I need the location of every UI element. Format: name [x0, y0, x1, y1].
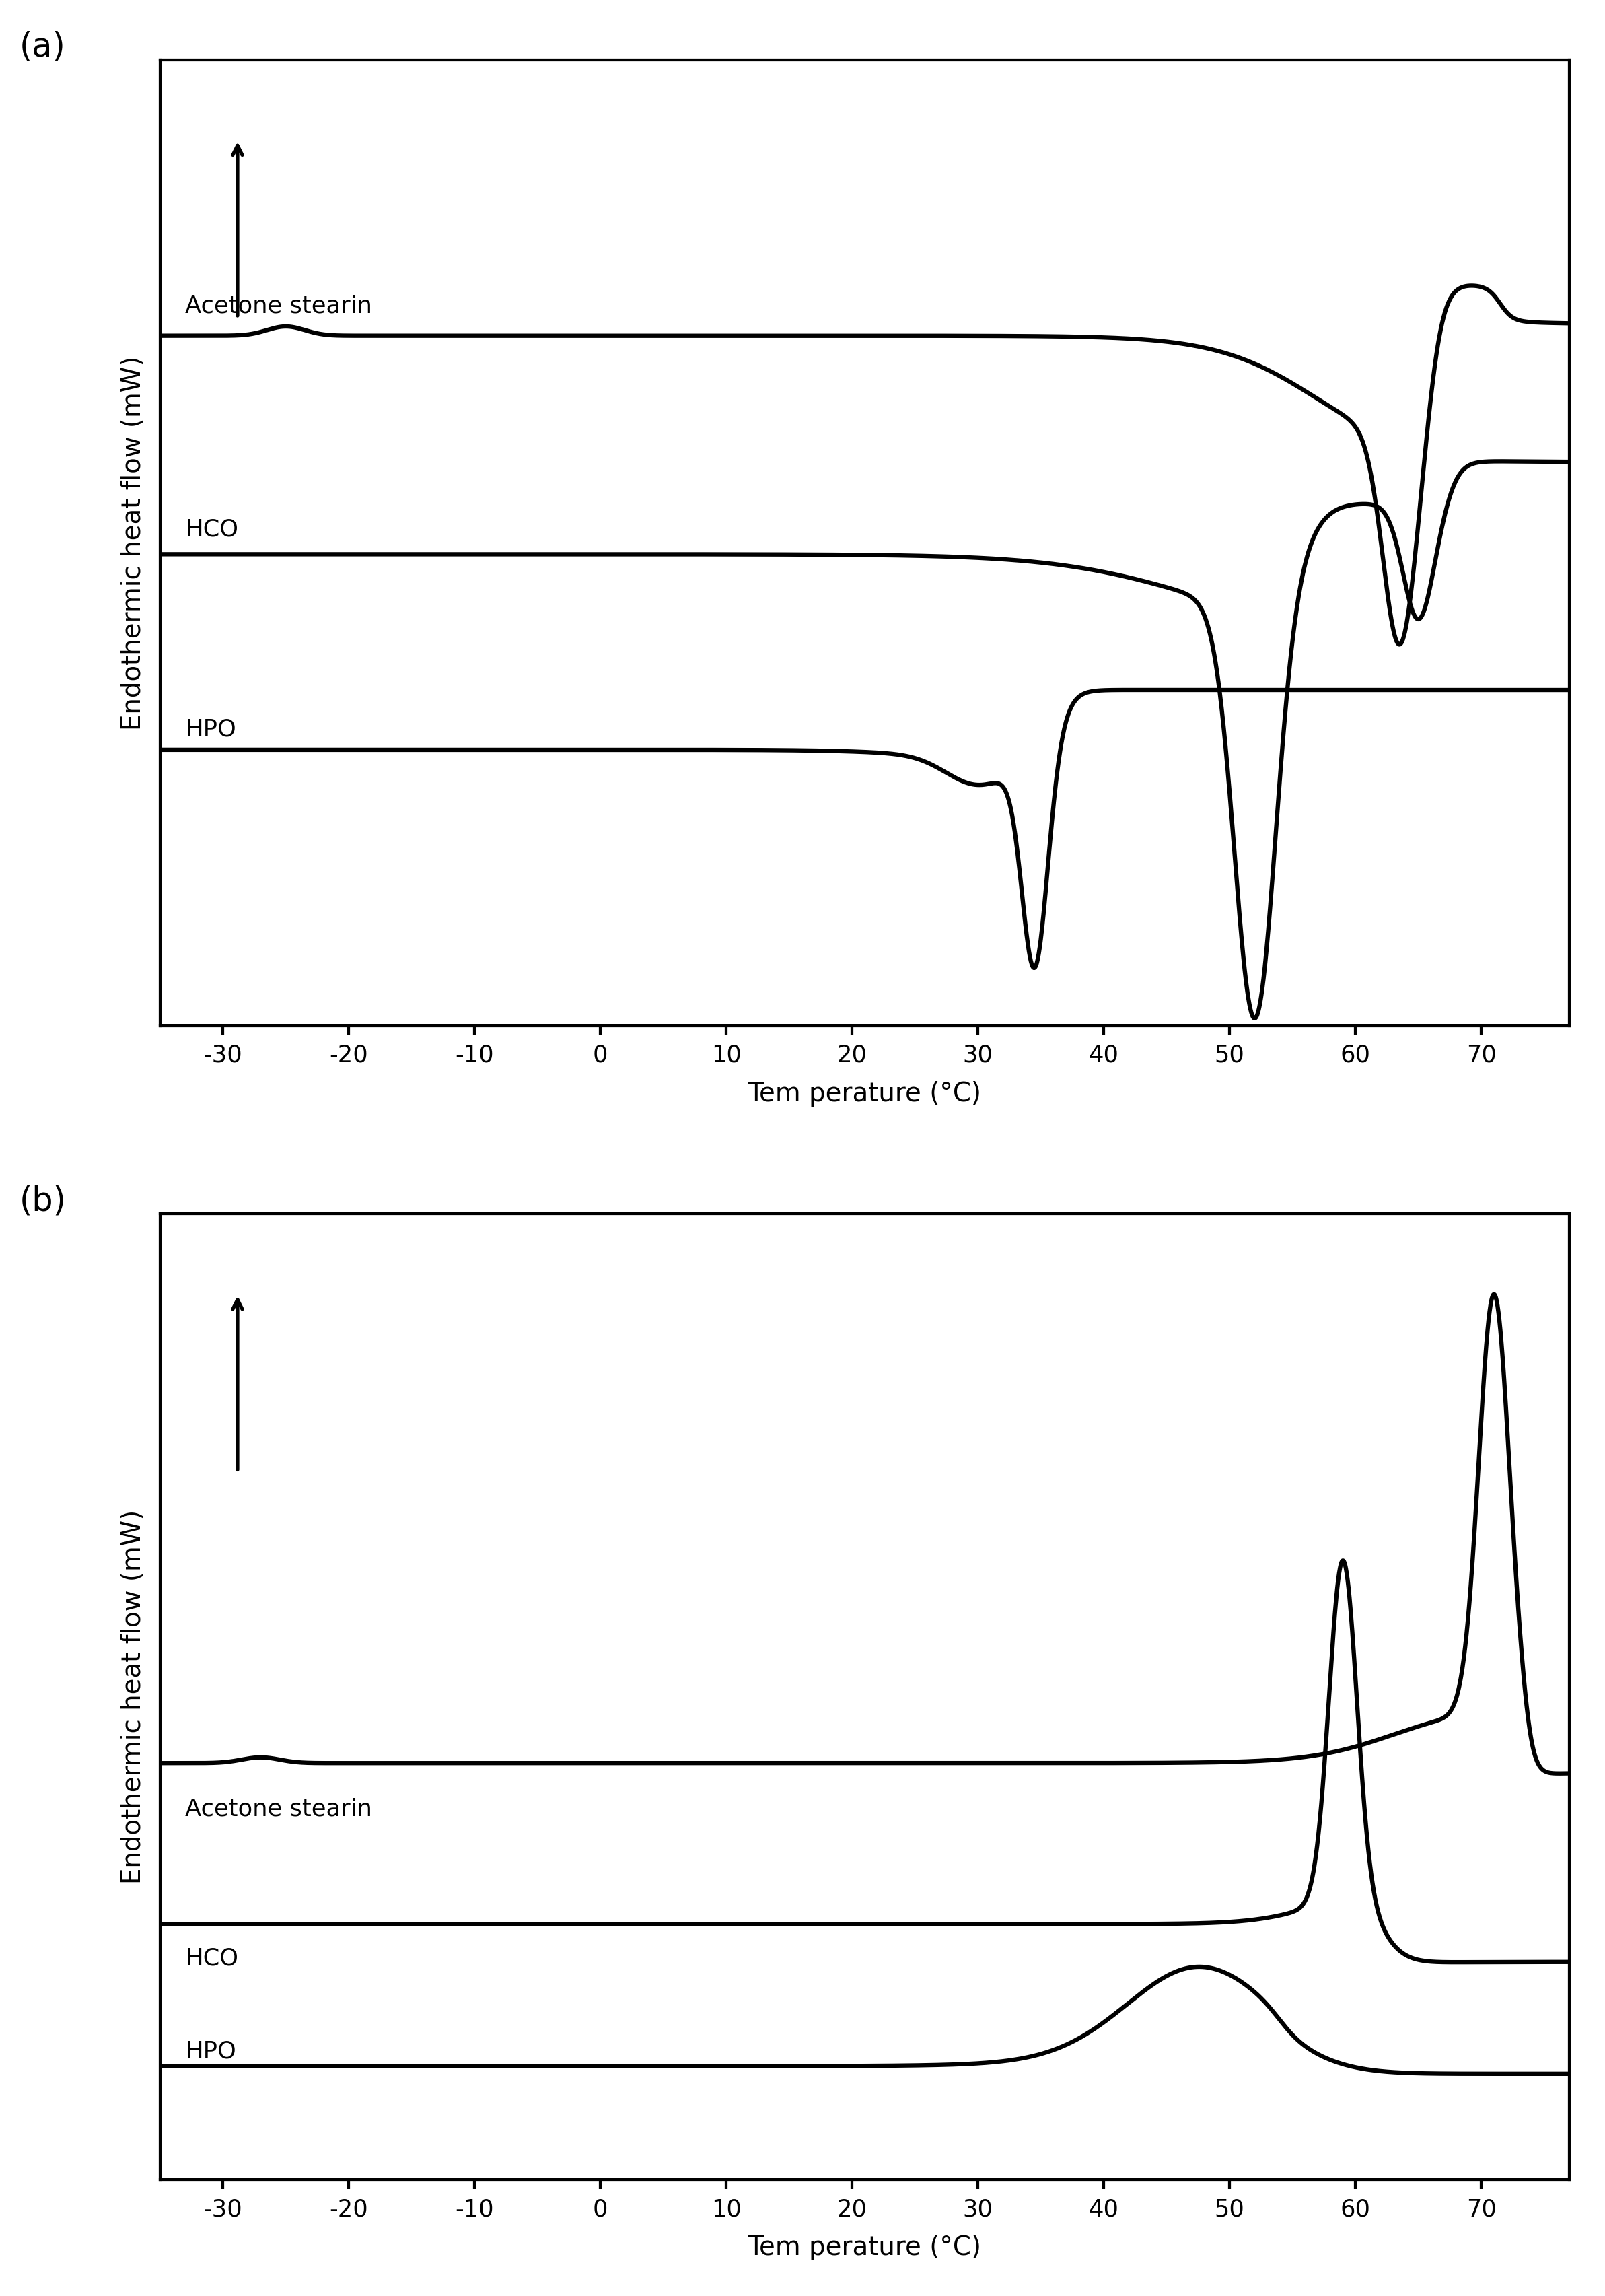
- Y-axis label: Endothermic heat flow (mW): Endothermic heat flow (mW): [120, 356, 146, 730]
- Text: HPO: HPO: [185, 2039, 236, 2062]
- Text: (b): (b): [19, 1185, 66, 1217]
- X-axis label: Tem perature (°C): Tem perature (°C): [748, 2234, 981, 2259]
- Text: HCO: HCO: [185, 1947, 238, 1970]
- Text: (a): (a): [19, 30, 66, 62]
- Text: Acetone stearin: Acetone stearin: [185, 1798, 372, 1821]
- Text: HPO: HPO: [185, 719, 236, 742]
- Text: Acetone stearin: Acetone stearin: [185, 294, 372, 317]
- Text: HCO: HCO: [185, 517, 238, 540]
- Y-axis label: Endothermic heat flow (mW): Endothermic heat flow (mW): [120, 1508, 146, 1885]
- X-axis label: Tem perature (°C): Tem perature (°C): [748, 1081, 981, 1107]
